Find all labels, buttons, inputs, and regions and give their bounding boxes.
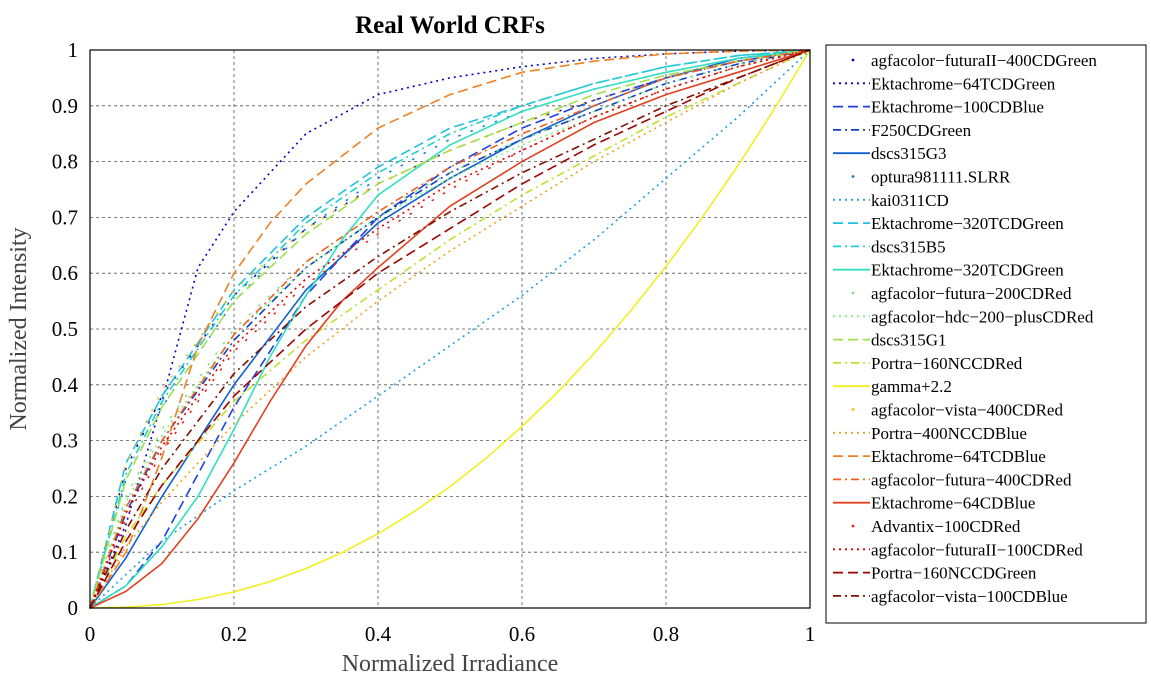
series-line (89, 49, 811, 609)
y-tick-label: 0.2 (52, 484, 78, 508)
legend-entry: Portra−160NCCDRed (871, 354, 1023, 373)
series-line (89, 49, 811, 609)
legend-entry: gamma+2.2 (871, 377, 952, 396)
y-tick-label: 0.6 (52, 261, 78, 285)
x-tick-label: 1 (805, 622, 816, 646)
legend-entry: dscs315G3 (871, 144, 947, 163)
x-tick-label: 0.4 (365, 622, 392, 646)
legend-swatch (851, 291, 855, 295)
y-tick-label: 0 (68, 596, 79, 620)
legend-entry: Ektachrome−320TCDGreen (871, 214, 1064, 233)
series-line (89, 49, 811, 609)
series-line (89, 49, 811, 609)
series-line (89, 49, 811, 609)
legend-box (825, 44, 1147, 624)
legend-entry: dscs315B5 (871, 237, 946, 256)
series-line (89, 49, 811, 609)
y-tick-label: 0.5 (52, 317, 78, 341)
legend-entry: Ektachrome−64CDBlue (871, 494, 1035, 513)
y-tick-label: 0.4 (52, 373, 79, 397)
legend-entry: agfacolor−futuraII−400CDGreen (871, 51, 1097, 70)
legend-entry: agfacolor−vista−100CDBlue (871, 587, 1068, 606)
x-axis-label: Normalized Irradiance (342, 651, 559, 677)
series-line (89, 49, 811, 609)
legend-entry: dscs315G1 (871, 331, 947, 350)
legend-entry: Ektachrome−320TCDGreen (871, 261, 1064, 280)
y-tick-label: 0.8 (52, 150, 78, 174)
x-tick-label: 0.2 (221, 622, 247, 646)
legend-entry: kai0311CD (871, 191, 949, 210)
legend-entry: F250CDGreen (871, 121, 972, 140)
chart-title: Real World CRFs (355, 12, 545, 39)
series-line (89, 49, 811, 609)
legend-swatch (851, 524, 855, 528)
y-tick-label: 0.7 (52, 205, 78, 229)
series-line (89, 49, 811, 609)
series-line (89, 49, 811, 609)
legend-entry: agfacolor−futura−200CDRed (871, 284, 1072, 303)
legend-entry: Ektachrome−64TCDBlue (871, 447, 1046, 466)
legend-swatch (851, 408, 855, 411)
series-line (89, 49, 811, 609)
legend-entry: Portra−160NCCDGreen (871, 564, 1037, 583)
series-line (89, 49, 811, 609)
legend-swatch (851, 175, 855, 178)
legend-entry: Portra−400NCCDBlue (871, 424, 1027, 443)
series-lines (89, 49, 811, 609)
y-tick-label: 1 (68, 38, 79, 62)
series-line (89, 49, 811, 609)
legend-entry: agfacolor−futura−400CDRed (871, 470, 1072, 489)
series-line (89, 49, 811, 609)
x-tick-label: 0.8 (653, 622, 679, 646)
legend-entry: agfacolor−hdc−200−plusCDRed (871, 307, 1094, 326)
legend-entry: agfacolor−futuraII−100CDRed (871, 540, 1083, 559)
y-tick-label: 0.9 (52, 94, 78, 118)
series-line (89, 49, 811, 609)
y-axis-label: Normalized Intensity (6, 227, 32, 430)
legend-entry: agfacolor−vista−400CDRed (871, 401, 1063, 420)
y-tick-label: 0.1 (52, 540, 78, 564)
x-tick-label: 0.6 (509, 622, 535, 646)
series-line (89, 49, 811, 609)
legend-swatch (851, 58, 855, 62)
legend-entry: Ektachrome−64TCDGreen (871, 74, 1056, 93)
y-tick-label: 0.3 (52, 429, 78, 453)
x-tick-label: 0 (85, 622, 96, 646)
legend: agfacolor−futuraII−400CDGreen Ektachrome−… (825, 44, 1147, 624)
series-line (89, 49, 811, 609)
legend-entry: Ektachrome−100CDBlue (871, 98, 1044, 117)
legend-entry: Advantix−100CDRed (871, 517, 1021, 536)
axis-ticks: 0 0.2 0.4 0.6 0.8 1 0 0.1 0.2 0.3 0.4 0.5 0.6 0.7 0.8 0… (52, 38, 816, 646)
legend-entry: optura981111.SLRR (871, 168, 1011, 187)
plot-frame (89, 49, 811, 609)
